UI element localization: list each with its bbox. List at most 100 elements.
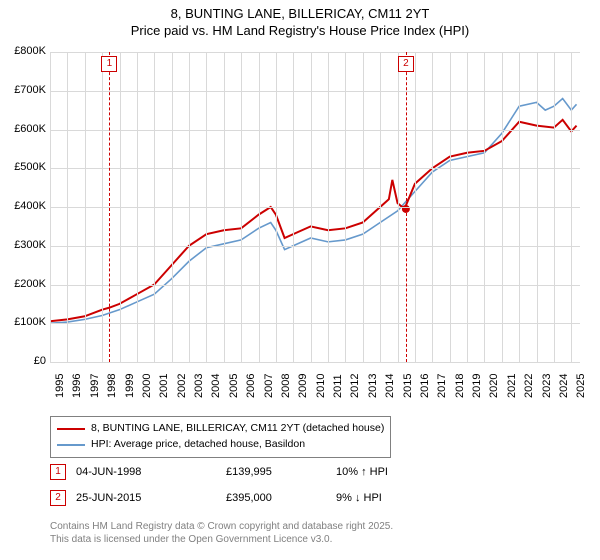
- gridline-h: [50, 52, 580, 53]
- x-tick-label: 2019: [471, 374, 483, 398]
- gridline-v: [328, 52, 329, 362]
- x-tick-label: 2002: [176, 374, 188, 398]
- x-tick-label: 2013: [367, 374, 379, 398]
- y-tick-label: £600K: [6, 123, 46, 135]
- gridline-v: [363, 52, 364, 362]
- gridline-v: [276, 52, 277, 362]
- gridline-v: [102, 52, 103, 362]
- x-tick-label: 2000: [141, 374, 153, 398]
- x-tick-label: 1997: [89, 374, 101, 398]
- x-tick-label: 2006: [245, 374, 257, 398]
- gridline-v: [380, 52, 381, 362]
- gridline-v: [345, 52, 346, 362]
- gridline-v: [432, 52, 433, 362]
- sale-record-diff: 10% ↑ HPI: [336, 466, 436, 478]
- x-tick-label: 2023: [541, 374, 553, 398]
- gridline-v: [224, 52, 225, 362]
- gridline-v: [189, 52, 190, 362]
- gridline-h: [50, 246, 580, 247]
- y-tick-label: £500K: [6, 161, 46, 173]
- gridline-v: [554, 52, 555, 362]
- sale-record-date: 04-JUN-1998: [76, 466, 216, 478]
- gridline-v: [502, 52, 503, 362]
- x-tick-label: 2010: [315, 374, 327, 398]
- gridline-h: [50, 207, 580, 208]
- y-tick-label: £400K: [6, 200, 46, 212]
- y-tick-label: £100K: [6, 316, 46, 328]
- gridline-h: [50, 285, 580, 286]
- gridline-v: [50, 52, 51, 362]
- x-tick-label: 2008: [280, 374, 292, 398]
- legend-swatch: [57, 428, 85, 430]
- y-tick-label: £800K: [6, 45, 46, 57]
- gridline-v: [571, 52, 572, 362]
- gridline-v: [537, 52, 538, 362]
- sale-record-row: 104-JUN-1998£139,99510% ↑ HPI: [50, 464, 436, 480]
- sale-record-row: 2 25-JUN-2015 £395,000 9% ↓ HPI: [50, 490, 436, 506]
- y-tick-label: £200K: [6, 278, 46, 290]
- gridline-v: [259, 52, 260, 362]
- y-tick-label: £300K: [6, 239, 46, 251]
- sale-record-diff: 9% ↓ HPI: [336, 492, 436, 504]
- sale-marker-line: [109, 52, 110, 362]
- x-tick-label: 1999: [124, 374, 136, 398]
- x-tick-label: 2005: [228, 374, 240, 398]
- x-tick-label: 2011: [332, 374, 344, 398]
- gridline-v: [120, 52, 121, 362]
- x-tick-label: 2015: [402, 374, 414, 398]
- gridline-v: [519, 52, 520, 362]
- legend-label: HPI: Average price, detached house, Basi…: [91, 437, 305, 453]
- series-hpi: [50, 99, 577, 324]
- sale-record-marker: 2: [50, 490, 66, 506]
- series-price_paid: [50, 120, 577, 322]
- y-tick-label: £700K: [6, 84, 46, 96]
- gridline-v: [137, 52, 138, 362]
- sale-marker-box: 2: [398, 56, 414, 72]
- sale-record-price: £395,000: [226, 492, 326, 504]
- sale-marker-line: [406, 52, 407, 362]
- gridline-v: [206, 52, 207, 362]
- gridline-h: [50, 168, 580, 169]
- gridline-v: [172, 52, 173, 362]
- x-tick-label: 2020: [488, 374, 500, 398]
- x-tick-label: 2022: [523, 374, 535, 398]
- gridline-v: [293, 52, 294, 362]
- gridline-h: [50, 362, 580, 363]
- x-tick-label: 2024: [558, 374, 570, 398]
- gridline-v: [67, 52, 68, 362]
- gridline-v: [241, 52, 242, 362]
- gridline-h: [50, 91, 580, 92]
- gridline-v: [484, 52, 485, 362]
- gridline-v: [311, 52, 312, 362]
- attribution-line1: Contains HM Land Registry data © Crown c…: [50, 520, 393, 533]
- sale-record-marker: 1: [50, 464, 66, 480]
- gridline-v: [85, 52, 86, 362]
- x-tick-label: 2014: [384, 374, 396, 398]
- x-tick-label: 2016: [419, 374, 431, 398]
- legend-item: 8, BUNTING LANE, BILLERICAY, CM11 2YT (d…: [57, 421, 384, 437]
- legend-label: 8, BUNTING LANE, BILLERICAY, CM11 2YT (d…: [91, 421, 384, 437]
- y-tick-label: £0: [6, 355, 46, 367]
- attribution-line2: This data is licensed under the Open Gov…: [50, 533, 393, 546]
- legend: 8, BUNTING LANE, BILLERICAY, CM11 2YT (d…: [50, 416, 391, 458]
- gridline-v: [154, 52, 155, 362]
- x-tick-label: 2004: [210, 374, 222, 398]
- x-tick-label: 2007: [263, 374, 275, 398]
- x-tick-label: 1996: [71, 374, 83, 398]
- gridline-v: [415, 52, 416, 362]
- sale-record-date: 25-JUN-2015: [76, 492, 216, 504]
- sale-marker-box: 1: [101, 56, 117, 72]
- x-tick-label: 1995: [54, 374, 66, 398]
- legend-swatch: [57, 444, 85, 446]
- attribution-text: Contains HM Land Registry data © Crown c…: [50, 520, 393, 546]
- gridline-h: [50, 323, 580, 324]
- gridline-v: [467, 52, 468, 362]
- x-tick-label: 2012: [349, 374, 361, 398]
- legend-item: HPI: Average price, detached house, Basi…: [57, 437, 384, 453]
- x-tick-label: 2025: [575, 374, 587, 398]
- x-tick-label: 2009: [297, 374, 309, 398]
- gridline-v: [398, 52, 399, 362]
- x-tick-label: 2003: [193, 374, 205, 398]
- gridline-v: [450, 52, 451, 362]
- gridline-h: [50, 130, 580, 131]
